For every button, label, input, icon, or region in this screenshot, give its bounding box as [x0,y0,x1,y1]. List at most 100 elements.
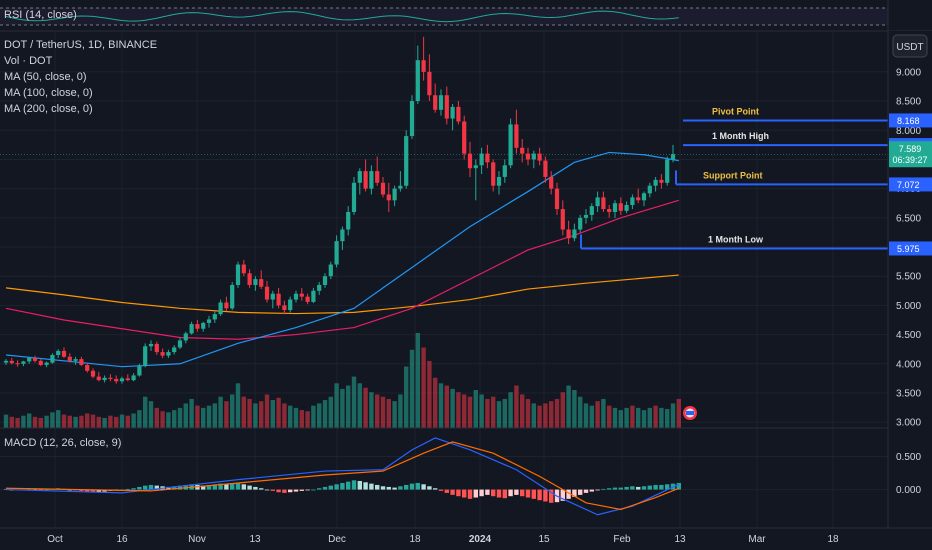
macd-hist-bar [380,486,386,490]
macd-hist-bar [520,489,525,497]
macd-hist-bar [346,481,351,490]
level-lines[interactable]: Pivot Point 1 Month High Support Point 1 Mo… [580,106,888,250]
candle [357,168,362,195]
volume-bar [264,394,270,428]
macd-hist-bar [328,485,333,490]
level-1-month-high[interactable]: 1 Month High [683,131,888,147]
candle [346,206,351,236]
candle [282,300,287,315]
macd-hist-bar [172,486,177,490]
macd-hist-bar [676,482,681,490]
volume-bar [27,413,32,428]
volume-bar [276,397,281,428]
volume-bar [166,412,171,428]
candle [148,340,154,351]
candle [270,290,275,309]
candle [276,287,281,309]
macd-hist-bar [212,484,217,490]
macd-hist-bar [375,484,380,490]
macd-hist-bar [583,489,589,493]
macd-hist-bar [334,484,339,490]
candle [618,197,623,215]
candle [137,363,142,377]
volume-bar [670,403,676,428]
macd-hist-bar [270,489,275,491]
macd-hist-bar [467,489,473,499]
ma100-label[interactable]: MA (100, close, 0) [4,87,93,99]
volume-bar [491,396,496,428]
macd-label[interactable]: MACD (12, 26, close, 9) [4,437,121,449]
volume-bar [450,388,455,428]
volume-bar [201,407,206,428]
candle [73,356,78,365]
time-tick: 2024 [469,534,492,545]
volume-label[interactable]: Vol · DOT [4,55,53,67]
candle [473,159,478,201]
macd-hist-bar [293,489,299,492]
candle [27,356,32,364]
macd-hist-bar [531,489,536,499]
macd-hist-bar [502,489,507,499]
candle [496,171,502,195]
currency-button[interactable]: USDT [892,34,928,58]
macd-hist-bar [143,485,148,490]
volume-bar [218,396,223,428]
volume-bar [340,388,345,428]
macd-hist-bar [578,489,583,495]
volume-bar [189,398,194,428]
level-1-month-low[interactable]: 1 Month Low [580,234,888,250]
macd-hist-bar [508,489,513,497]
time-axis[interactable]: Oct 16 Nov 13 Dec 18 2024 15 Feb 13 Mar 18 [47,534,839,545]
macd-hist-bar [206,484,212,490]
level-support-point[interactable]: Support Point [675,170,888,186]
volume-bar [212,403,217,428]
volume-bar [85,413,90,428]
volume-bar [305,411,310,428]
event-flag-icon[interactable] [683,406,697,420]
ma50-label[interactable]: MA (50, close, 0) [4,71,87,83]
volume-bar [624,407,629,428]
candle [160,348,165,358]
price-tick: 3.500 [896,388,921,399]
candle [195,319,200,332]
macd-hist-bar [450,489,455,495]
macd-hist-bar [438,489,444,491]
volume-bar [322,400,328,428]
candle [659,174,664,189]
volume-bar [467,396,473,428]
candle [201,321,206,332]
volume-bar [641,410,647,428]
macd-hist-bar [90,489,96,493]
price-tick: 8.000 [896,126,921,137]
candle [317,282,322,295]
macd-hist-bar [85,489,90,492]
candle [485,144,490,169]
time-tick: 18 [827,534,839,545]
volume-bar [38,417,43,428]
volume-bar [676,398,681,428]
macd-hist-bar [392,487,397,490]
currency-button-label: USDT [896,42,923,53]
price-tick: 5.500 [896,272,921,283]
volume-bar [206,405,212,428]
symbol-label[interactable]: DOT / TetherUS, 1D, BINANCE [4,39,157,51]
candle [32,355,38,363]
candle [404,130,409,189]
price-axis[interactable]: 9.0008.5008.0007.5007.0006.5006.0005.500… [896,67,921,428]
ma200-label[interactable]: MA (200, close, 0) [4,103,93,115]
candle [253,276,258,291]
candle [456,101,461,125]
candle [560,200,565,236]
volume-bar [177,407,183,428]
volume-bar [607,405,612,428]
macd-axis[interactable]: 0.500 0.000 [896,452,921,496]
rsi-pane: RSI (14, close) [0,7,888,26]
level-pivot-point[interactable]: Pivot Point [683,106,888,122]
volume-bar [618,410,623,428]
macd-hist-bar [543,489,548,502]
volume-bar [32,416,38,428]
candle [409,95,415,140]
candle [427,54,432,102]
candle [218,299,223,316]
